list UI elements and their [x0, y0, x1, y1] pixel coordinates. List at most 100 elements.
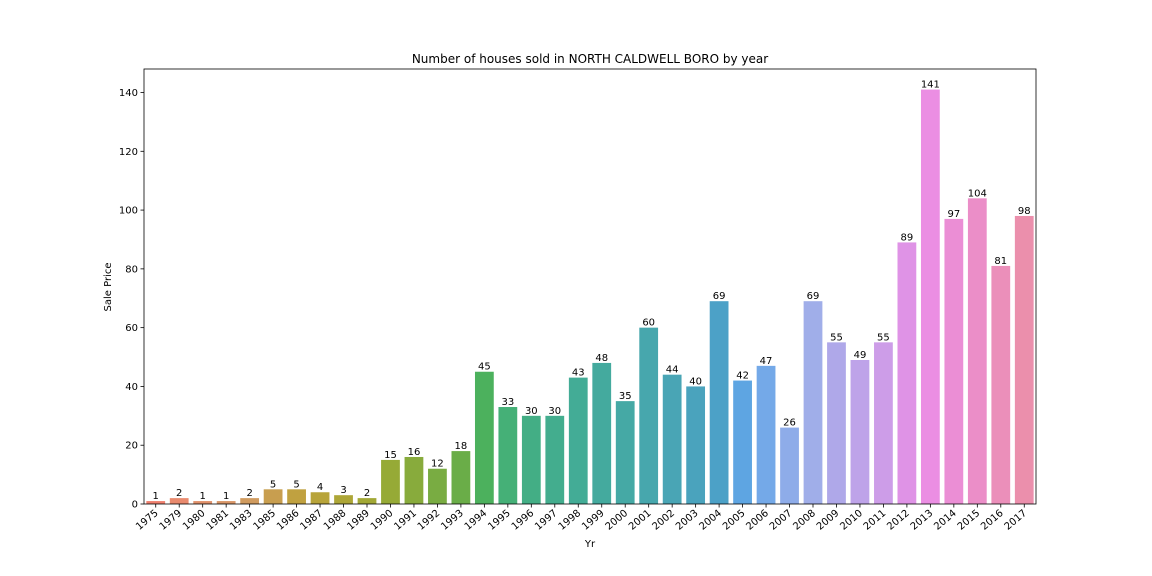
bar-value-label: 2 — [246, 488, 252, 499]
bar-2003 — [686, 386, 706, 504]
x-tick-label: 2002 — [651, 508, 678, 533]
x-tick-label: 2007 — [768, 508, 795, 533]
x-tick-label: 2013 — [909, 508, 936, 533]
bar-value-label: 60 — [642, 318, 655, 329]
x-tick-label: 1980 — [181, 508, 208, 533]
y-tick-label: 140 — [119, 88, 138, 99]
bar-value-label: 104 — [968, 188, 987, 199]
bar-value-label: 98 — [1018, 206, 1031, 217]
y-axis: 0 20 40 60 80 100 120 140 — [119, 88, 144, 511]
bar-1988 — [334, 495, 353, 504]
x-tick-label: 1994 — [463, 508, 490, 533]
x-tick-label: 2005 — [721, 508, 748, 533]
bar-value-label: 4 — [317, 482, 323, 493]
bar-1999 — [592, 362, 612, 504]
bar-2011 — [874, 342, 893, 504]
bar-1992 — [428, 468, 447, 504]
bar-value-label: 30 — [548, 406, 561, 417]
y-tick-label: 120 — [119, 147, 138, 158]
y-tick-label: 0 — [132, 500, 138, 511]
x-tick-label: 2012 — [885, 508, 912, 533]
x-tick-label: 2001 — [627, 508, 654, 533]
bar-1980 — [193, 501, 213, 504]
bar-2009 — [827, 342, 846, 504]
x-tick-label: 2004 — [697, 508, 724, 533]
bar-value-label: 49 — [854, 350, 867, 361]
bar-value-label: 81 — [994, 256, 1007, 267]
bar-2012 — [897, 242, 917, 504]
bar-1981 — [216, 501, 236, 504]
bar-1991 — [404, 456, 424, 504]
x-tick-label: 1996 — [510, 508, 537, 533]
x-tick-label: 2006 — [744, 508, 771, 533]
bar-value-label: 47 — [760, 356, 773, 367]
bar-2014 — [944, 218, 964, 504]
x-tick-label: 1993 — [439, 508, 466, 533]
bar-1975 — [146, 501, 166, 504]
bar-value-label: 12 — [431, 459, 444, 470]
y-tick-label: 100 — [119, 206, 138, 217]
x-tick-label: 1985 — [251, 508, 278, 533]
bar-value-label: 40 — [689, 376, 702, 387]
bar-2010 — [850, 359, 870, 504]
x-tick-label: 2008 — [791, 508, 818, 533]
bar-value-label: 69 — [807, 291, 820, 302]
y-tick-label: 60 — [125, 323, 138, 334]
bar-1995 — [498, 407, 518, 504]
bars-group — [146, 89, 1034, 504]
x-tick-label: 1979 — [158, 508, 185, 533]
bar-value-label: 2 — [364, 488, 370, 499]
bar-value-label: 26 — [783, 418, 796, 429]
bar-value-label: 45 — [478, 362, 491, 373]
x-tick-label: 1989 — [345, 508, 372, 533]
y-tick-label: 20 — [125, 441, 138, 452]
bar-2016 — [991, 265, 1011, 504]
x-axis: 1975197919801981198319851986198719881989… — [134, 504, 1029, 533]
bar-1983 — [240, 498, 260, 504]
bar-value-label: 1 — [199, 491, 205, 502]
bar-value-label: 30 — [525, 406, 538, 417]
bar-2004 — [709, 301, 729, 504]
bar-value-label: 16 — [408, 447, 421, 458]
bar-value-label: 89 — [901, 232, 914, 243]
bar-2006 — [756, 365, 776, 504]
y-axis-label: Sale Price — [103, 263, 114, 312]
x-tick-label: 2015 — [956, 508, 983, 533]
x-tick-label: 2014 — [932, 508, 959, 533]
bar-1997 — [545, 415, 565, 504]
x-tick-label: 2003 — [674, 508, 701, 533]
x-tick-label: 2016 — [979, 508, 1006, 533]
bar-2001 — [639, 327, 659, 504]
bar-value-label: 1 — [153, 491, 159, 502]
bar-value-label: 33 — [501, 397, 514, 408]
bar-1998 — [568, 377, 588, 504]
y-tick-label: 40 — [125, 382, 138, 393]
bar-value-label: 3 — [340, 485, 346, 496]
bar-1986 — [287, 489, 306, 504]
bar-value-label: 5 — [293, 479, 299, 490]
x-tick-label: 1998 — [557, 508, 584, 533]
chart-title: Number of houses sold in NORTH CALDWELL … — [412, 52, 768, 66]
x-tick-label: 1999 — [580, 508, 607, 533]
bar-value-label: 43 — [572, 368, 585, 379]
x-tick-label: 2009 — [815, 508, 842, 533]
bar-2007 — [780, 427, 799, 504]
bar-1990 — [381, 459, 400, 504]
bar-value-label: 141 — [921, 80, 940, 91]
bar-2002 — [662, 374, 682, 504]
x-tick-label: 2017 — [1003, 508, 1030, 533]
bar-2013 — [920, 89, 940, 504]
bar-value-label: 97 — [947, 209, 960, 220]
x-tick-label: 1981 — [205, 508, 232, 533]
y-tick-label: 80 — [125, 264, 138, 275]
x-tick-label: 1983 — [228, 508, 255, 533]
bar-value-label: 18 — [455, 441, 468, 452]
bar-value-label: 15 — [384, 450, 397, 461]
bar-1996 — [521, 415, 541, 504]
bar-value-label: 44 — [666, 365, 679, 376]
x-tick-label: 2000 — [604, 508, 631, 533]
bar-value-label: 55 — [877, 332, 890, 343]
plot-frame — [143, 68, 1037, 505]
bar-2005 — [733, 380, 752, 504]
bar-1979 — [169, 498, 189, 504]
